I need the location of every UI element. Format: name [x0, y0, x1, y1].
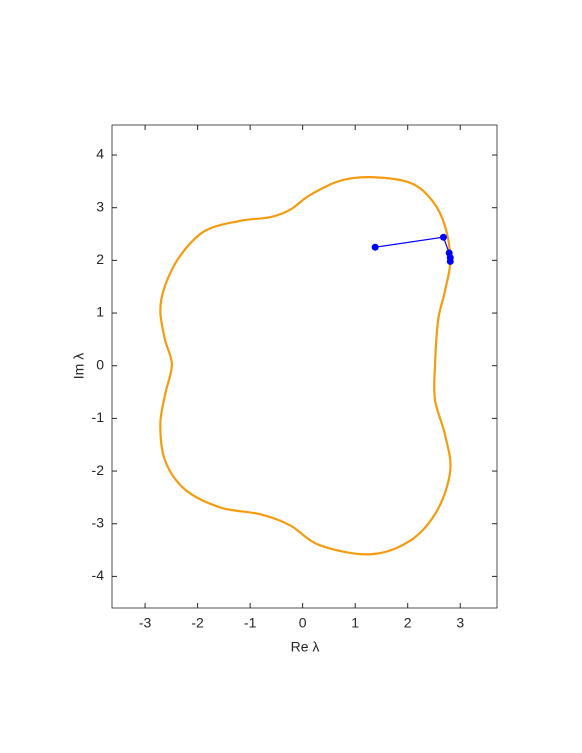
y-tick-label: 1 — [96, 304, 104, 320]
x-tick-label: -3 — [139, 615, 152, 631]
y-tick-label: 2 — [96, 251, 104, 267]
point — [446, 257, 454, 265]
y-tick-label: 4 — [96, 146, 104, 162]
x-tick-label: -1 — [244, 615, 257, 631]
y-tick-label: -3 — [92, 514, 105, 530]
x-tick-label: 3 — [456, 615, 464, 631]
x-tick-label: 2 — [404, 615, 412, 631]
x-tick-label: 0 — [299, 615, 307, 631]
x-axis-label: Re λ — [291, 639, 320, 655]
x-tick-label: -2 — [191, 615, 204, 631]
x-tick-label: 1 — [351, 615, 359, 631]
point — [371, 243, 379, 251]
y-tick-label: -2 — [92, 462, 105, 478]
y-tick-label: -1 — [92, 409, 105, 425]
y-tick-label: 0 — [96, 356, 104, 372]
point — [439, 233, 447, 241]
y-tick-label: -4 — [92, 567, 105, 583]
y-tick-label: 3 — [96, 198, 104, 214]
y-axis-label: Im λ — [71, 353, 87, 379]
plot-area — [111, 124, 498, 609]
series-line — [159, 175, 452, 556]
